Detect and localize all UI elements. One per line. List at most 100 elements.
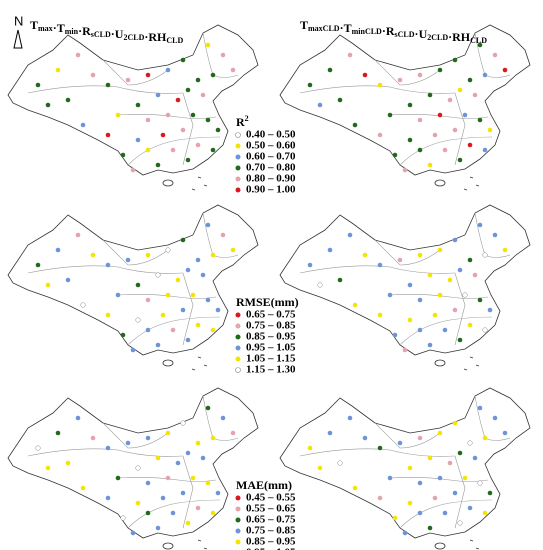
legend-title: MAE(mm) xyxy=(236,478,292,492)
station xyxy=(210,327,216,333)
station xyxy=(427,92,433,98)
station xyxy=(160,312,166,318)
legend-swatch xyxy=(235,132,241,138)
station xyxy=(215,307,221,313)
station xyxy=(185,337,191,343)
station xyxy=(457,337,463,343)
region-boundary xyxy=(102,59,169,86)
station xyxy=(35,262,41,268)
island xyxy=(475,364,480,367)
station xyxy=(347,232,353,238)
station xyxy=(362,72,368,78)
region-boundary xyxy=(27,448,184,457)
station xyxy=(442,510,448,516)
legend-swatch xyxy=(235,176,241,182)
station xyxy=(417,327,423,333)
station xyxy=(160,495,166,501)
region-boundary xyxy=(102,422,169,449)
station xyxy=(487,307,493,313)
station xyxy=(462,292,468,298)
island xyxy=(203,364,208,367)
station xyxy=(125,77,131,83)
station xyxy=(220,232,226,238)
station xyxy=(432,312,438,318)
station xyxy=(155,92,161,98)
station xyxy=(180,237,186,243)
station xyxy=(467,440,473,446)
station xyxy=(185,267,191,273)
station xyxy=(175,277,181,283)
title-subscript: max xyxy=(38,24,53,33)
station xyxy=(387,112,393,118)
region-boundary xyxy=(117,294,217,299)
legend-label: 1.15 – 1.30 xyxy=(246,364,296,376)
station xyxy=(185,87,191,93)
title-separator: · xyxy=(53,21,57,35)
legend-label: 0.55 – 0.65 xyxy=(246,503,296,515)
station xyxy=(175,460,181,466)
north-label: N xyxy=(14,13,23,28)
legend-label: 0.50 – 0.60 xyxy=(246,140,296,152)
station xyxy=(467,77,473,83)
station xyxy=(352,485,358,491)
title-subscript: sCLD xyxy=(91,30,111,39)
station xyxy=(482,147,488,153)
station xyxy=(75,52,81,58)
station xyxy=(115,292,121,298)
legend-label: 0.85 – 0.95 xyxy=(246,331,296,343)
station xyxy=(477,42,483,48)
station xyxy=(165,430,171,436)
island xyxy=(162,179,174,187)
station xyxy=(317,465,323,471)
station xyxy=(467,257,473,263)
legend-swatch xyxy=(235,334,241,340)
station xyxy=(442,147,448,153)
legend-swatch xyxy=(235,323,241,329)
title-term: RH xyxy=(148,30,167,44)
island xyxy=(162,359,174,367)
title-separator: · xyxy=(144,30,148,44)
station xyxy=(377,132,383,138)
island xyxy=(191,368,196,371)
station xyxy=(205,480,211,486)
station xyxy=(135,137,141,143)
station xyxy=(120,515,126,521)
title-term: RH xyxy=(452,30,471,44)
station xyxy=(392,515,398,521)
station xyxy=(215,127,221,133)
station xyxy=(377,262,383,268)
station xyxy=(55,430,61,436)
country-outline xyxy=(279,24,531,176)
title-term: U xyxy=(115,27,124,41)
legend-label: 0.70 – 0.80 xyxy=(246,162,296,174)
title-separator: · xyxy=(382,24,386,38)
station xyxy=(160,132,166,138)
legend-title-sup: 2 xyxy=(245,114,249,123)
station xyxy=(195,322,201,328)
station xyxy=(397,257,403,263)
station xyxy=(105,132,111,138)
station xyxy=(337,460,343,466)
station xyxy=(145,72,151,78)
region-boundary xyxy=(299,265,456,274)
legend-swatch xyxy=(235,154,241,160)
station xyxy=(230,247,236,253)
station xyxy=(347,415,353,421)
station xyxy=(165,112,171,118)
station xyxy=(190,475,196,481)
station xyxy=(205,297,211,303)
legend-swatch xyxy=(235,539,241,545)
island xyxy=(475,547,480,550)
region-boundary xyxy=(399,316,493,346)
station xyxy=(472,92,478,98)
legend-swatch xyxy=(235,367,241,373)
station xyxy=(432,132,438,138)
station xyxy=(145,480,151,486)
legend-swatch xyxy=(235,356,241,362)
station xyxy=(397,440,403,446)
station xyxy=(427,455,433,461)
station xyxy=(452,237,458,243)
station xyxy=(135,500,141,506)
station xyxy=(155,455,161,461)
station xyxy=(377,82,383,88)
